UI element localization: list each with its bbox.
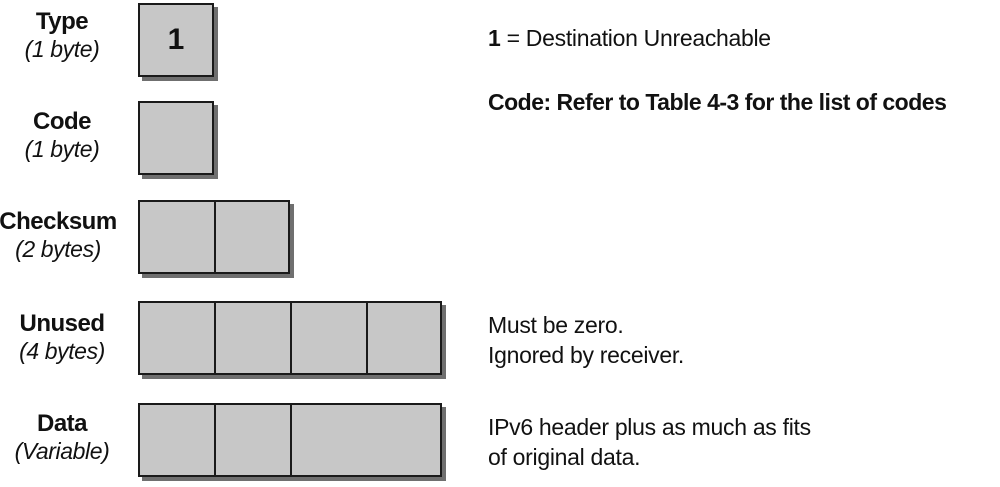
unused-byte-box-4: [366, 301, 442, 375]
code-field-name: Code: [33, 108, 92, 135]
data-byte-box-2: [214, 403, 292, 477]
unused-byte-box-1: [138, 301, 216, 375]
type-description-text: = Destination Unreachable: [500, 25, 772, 51]
data-field-size: (Variable): [14, 437, 110, 464]
unused-field-boxes: [138, 301, 446, 377]
type-field-size: (1 byte): [24, 35, 100, 62]
checksum-field-name: Checksum: [0, 208, 117, 235]
unused-description-line-2: Ignored by receiver.: [488, 341, 685, 368]
data-field-boxes: [138, 403, 446, 479]
unused-description: Must be zero. Ignored by receiver.: [488, 311, 684, 371]
unused-field-size: (4 bytes): [19, 337, 105, 364]
type-description: 1 = Destination Unreachable: [488, 24, 771, 54]
data-field-name: Data: [36, 410, 88, 437]
type-description-value: 1: [488, 25, 501, 51]
code-description: Code: Refer to Table 4-3 for the list of…: [488, 89, 947, 115]
data-byte-box-1: [138, 403, 216, 477]
code-field-boxes: [138, 101, 218, 177]
checksum-field-label: Checksum (2 bytes): [0, 208, 120, 262]
type-byte-box: 1: [138, 3, 214, 77]
checksum-byte-box-1: [138, 200, 216, 274]
data-field-label: Data (Variable): [0, 410, 124, 464]
unused-field-label: Unused (4 bytes): [0, 310, 124, 364]
checksum-field-boxes: [138, 200, 294, 276]
code-field-size: (1 byte): [24, 135, 100, 162]
type-field-name: Type: [35, 8, 89, 35]
checksum-field-size: (2 bytes): [15, 235, 101, 262]
code-field-label: Code (1 byte): [0, 108, 124, 162]
type-field-label: Type (1 byte): [0, 8, 124, 62]
data-byte-box-variable: [290, 403, 442, 477]
unused-field-name: Unused: [19, 310, 105, 337]
type-field-boxes: 1: [138, 3, 218, 79]
code-byte-box: [138, 101, 214, 175]
unused-byte-box-3: [290, 301, 368, 375]
data-description-line-1: IPv6 header plus as much as fits: [488, 414, 811, 440]
checksum-byte-box-2: [214, 200, 290, 274]
data-description-line-2: of original data.: [488, 443, 641, 470]
unused-description-line-1: Must be zero.: [488, 312, 624, 338]
data-description: IPv6 header plus as much as fits of orig…: [488, 413, 811, 473]
unused-byte-box-2: [214, 301, 292, 375]
